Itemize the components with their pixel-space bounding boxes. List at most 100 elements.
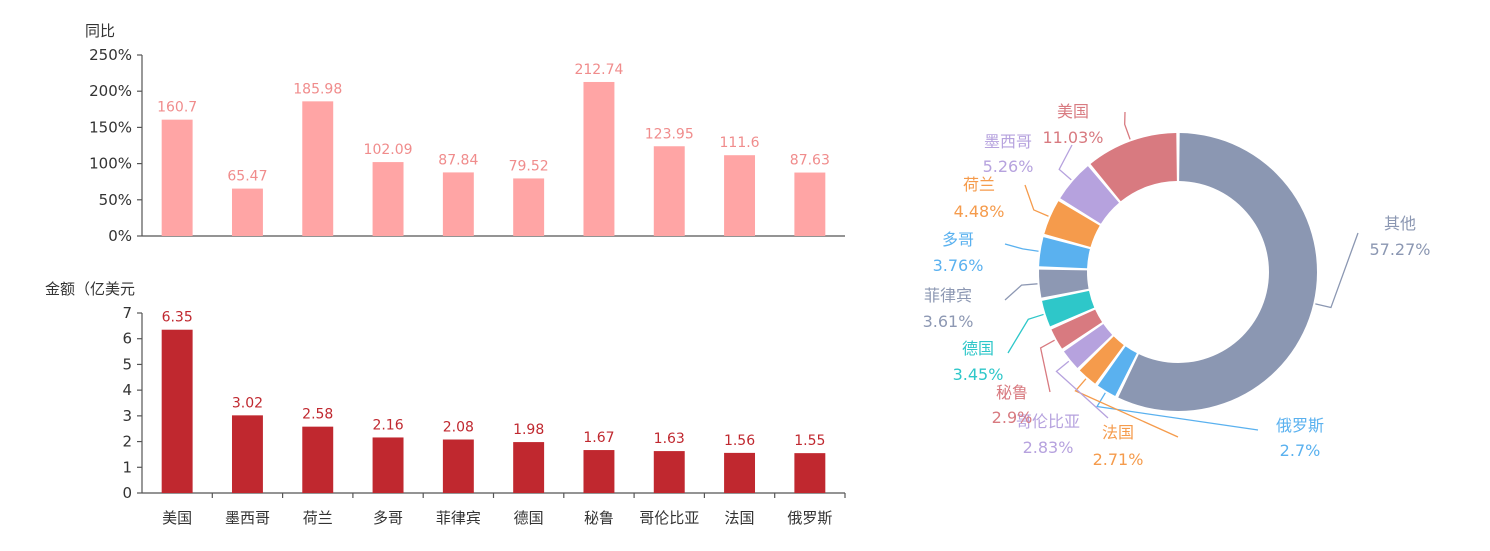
label-leader-line — [1039, 339, 1055, 393]
bar — [583, 81, 615, 236]
bar — [442, 439, 474, 493]
bar-value-label: 87.63 — [790, 153, 830, 169]
slice-name-label: 俄罗斯 — [1276, 416, 1324, 435]
bar — [231, 188, 263, 236]
bar-value-label: 1.67 — [583, 430, 614, 446]
bar — [302, 426, 334, 493]
slice-name-label: 菲律宾 — [924, 286, 972, 305]
slice-percent-label: 4.48% — [954, 202, 1005, 221]
slice-name-label: 美国 — [1057, 102, 1089, 121]
bar-value-label: 212.74 — [574, 62, 623, 78]
slice-percent-label: 3.45% — [953, 365, 1004, 384]
label-leader-line — [1024, 184, 1049, 217]
bar-value-label: 185.98 — [293, 81, 342, 97]
bar-value-label: 123.95 — [645, 126, 694, 142]
bar-value-label: 1.56 — [724, 433, 755, 449]
label-leader-line — [1124, 111, 1131, 140]
bar — [161, 119, 193, 236]
bar — [794, 172, 826, 236]
donut-slice — [1039, 269, 1089, 298]
y-tick-label: 150% — [89, 118, 132, 136]
donut-slice — [1042, 290, 1095, 327]
donut-slice — [1044, 201, 1100, 248]
x-category-label: 哥伦比亚 — [639, 509, 699, 527]
x-category-label: 美国 — [162, 509, 192, 527]
bar — [724, 155, 756, 236]
bar — [161, 329, 193, 493]
y-tick-label: 50% — [99, 191, 132, 209]
bar — [302, 101, 334, 236]
label-leader-line — [1004, 243, 1039, 252]
bar-value-label: 3.02 — [232, 395, 263, 411]
donut-slice — [1079, 336, 1124, 384]
donut-slice — [1090, 133, 1177, 202]
bar-value-label: 87.84 — [438, 152, 478, 168]
bar-value-label: 2.08 — [443, 420, 474, 436]
slice-percent-label: 2.7% — [1280, 441, 1321, 460]
donut-slice — [1063, 324, 1113, 368]
bar — [442, 172, 474, 236]
bar — [653, 451, 685, 493]
y-tick-label: 100% — [89, 155, 132, 173]
slice-percent-label: 5.26% — [983, 157, 1034, 176]
y-tick-label: 0 — [122, 484, 132, 502]
label-leader-line — [1074, 378, 1179, 438]
bar-value-label: 79.52 — [509, 158, 549, 174]
slice-name-label: 墨西哥 — [984, 132, 1032, 151]
y-tick-label: 5 — [122, 355, 132, 373]
bar-value-label: 1.98 — [513, 422, 544, 438]
slice-percent-label: 2.83% — [1023, 438, 1074, 457]
x-category-label: 多哥 — [373, 509, 403, 527]
y-tick-label: 1 — [122, 458, 132, 476]
y-tick-label: 3 — [122, 407, 132, 425]
y-tick-label: 6 — [122, 330, 132, 348]
y-tick-label: 7 — [122, 304, 132, 322]
slice-name-label: 荷兰 — [963, 175, 995, 194]
yoy-bar-chart: 0% 50% 100% 150% 200% 250% 同比 160.7 65.47 185.98 1… — [85, 22, 845, 245]
y-tick-label: 2 — [122, 433, 132, 451]
slice-percent-label: 2.71% — [1093, 450, 1144, 469]
bar-value-label: 111.6 — [720, 135, 760, 151]
donut-slice — [1097, 346, 1137, 396]
share-donut-chart: 其他 57.27% 俄罗斯 2.7% 法国 2.71% 哥伦比亚 2.83% 秘鲁 2.9% 德国 3… — [923, 102, 1431, 469]
y-tick-label: 250% — [89, 46, 132, 64]
slice-percent-label: 2.9% — [992, 408, 1033, 427]
x-category-label: 荷兰 — [303, 509, 333, 527]
bar — [724, 452, 756, 493]
bar — [231, 415, 263, 493]
label-leader-line — [1058, 144, 1073, 181]
bar-value-label: 1.55 — [794, 433, 825, 449]
bar-value-label: 160.7 — [157, 100, 197, 116]
donut-slice — [1039, 237, 1090, 269]
slice-percent-label: 3.61% — [923, 312, 974, 331]
slice-name-label: 哥伦比亚 — [1016, 412, 1080, 431]
slice-name-label: 秘鲁 — [996, 383, 1028, 402]
x-category-label: 俄罗斯 — [787, 509, 832, 527]
slice-name-label: 多哥 — [942, 230, 974, 249]
slice-name-label: 法国 — [1102, 423, 1134, 442]
bar-value-label: 6.35 — [162, 310, 193, 326]
bar — [372, 162, 404, 236]
y-tick-label: 4 — [122, 381, 132, 399]
bar-value-label: 65.47 — [227, 169, 267, 185]
x-category-label: 德国 — [514, 509, 544, 527]
bar — [513, 178, 545, 236]
x-category-label: 菲律宾 — [436, 509, 481, 527]
bar — [372, 437, 404, 493]
x-category-label: 墨西哥 — [225, 509, 270, 527]
donut-slice — [1060, 166, 1120, 224]
bar-value-label: 1.63 — [654, 431, 685, 447]
slice-name-label: 其他 — [1384, 214, 1416, 233]
donut-slice — [1118, 133, 1317, 411]
slice-percent-label: 11.03% — [1042, 128, 1103, 147]
x-category-label: 法国 — [725, 509, 755, 527]
x-category-label: 秘鲁 — [584, 509, 614, 527]
label-leader-line — [1055, 360, 1109, 419]
y-tick-label: 0% — [108, 227, 132, 245]
bar — [513, 442, 545, 493]
slice-percent-label: 57.27% — [1369, 240, 1430, 259]
y-axis-title: 金额（亿美元 — [45, 280, 135, 298]
y-axis-title: 同比 — [85, 22, 115, 40]
label-leader-line — [1004, 283, 1038, 301]
